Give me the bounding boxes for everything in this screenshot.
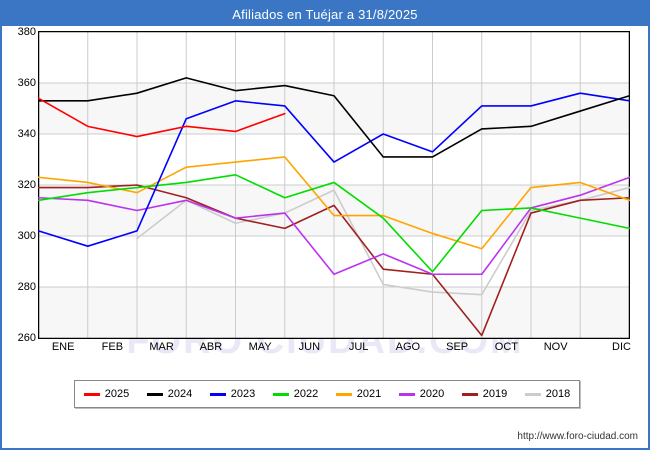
legend-swatch-icon [335,392,352,396]
legend-item[interactable]: 2021 [327,388,390,400]
y-axis: 260 280 300 320 340 360 380 [2,26,36,344]
y-axis-tick-label: 280 [17,281,36,293]
legend-swatch-icon [83,392,100,396]
y-axis-tick-label: 360 [17,77,36,89]
legend-item-label: 2025 [104,388,130,400]
legend-item-label: 2019 [482,388,508,400]
y-axis-tick-label: 340 [17,128,36,140]
line-chart-svg [38,31,630,339]
series-line-2021 [38,156,630,250]
x-axis-tick-label: ABR [199,341,223,353]
window-title-bar: Afiliados en Tuéjar a 31/8/2025 [2,2,648,26]
legend-item[interactable]: 2024 [138,388,201,400]
chart-legend: 2025 2024 2023 2022 2021 2020 2019 2018 [74,380,580,408]
series-line-2019 [38,184,630,337]
x-axis-tick-label: MAY [248,341,272,353]
legend-item-label: 2023 [230,388,256,400]
y-axis-tick-label: 300 [17,230,36,242]
legend-item[interactable]: 2023 [201,388,264,400]
x-axis-tick-label: ENE [51,341,75,353]
x-axis-tick-label: JUN [298,341,321,353]
series-line-2018 [136,186,630,296]
series-line-2025 [38,97,286,138]
legend-item-label: 2018 [545,388,571,400]
page-title: Afiliados en Tuéjar a 31/8/2025 [232,6,418,22]
legend-item-label: 2024 [167,388,193,400]
x-axis-tick-label: SEP [446,341,469,353]
series-line-2023 [38,92,630,247]
series-line-2022 [38,174,630,273]
y-axis-tick-label: 260 [17,332,36,344]
x-axis-tick-label: NOV [543,341,568,353]
x-axis-tick-label: DIC [612,341,631,353]
legend-item-label: 2022 [293,388,319,400]
legend-item[interactable]: 2019 [453,388,516,400]
x-axis-tick-label: OCT [494,341,518,353]
x-axis-tick-label: JUL [348,341,369,353]
legend-swatch-icon [524,392,541,396]
legend-item-label: 2021 [356,388,382,400]
legend-item[interactable]: 2025 [75,388,138,400]
y-axis-tick-label: 380 [17,26,36,38]
y-axis-tick-label: 320 [17,179,36,191]
legend-item[interactable]: 2022 [264,388,327,400]
x-axis-tick-label: AGO [395,341,421,353]
source-url: http://www.foro-ciudad.com [517,431,638,442]
plot-frame [38,31,630,339]
legend-swatch-icon [398,392,415,396]
legend-item[interactable]: 2020 [390,388,453,400]
legend-item-label: 2020 [419,388,445,400]
legend-swatch-icon [209,392,226,396]
legend-swatch-icon [146,392,163,396]
legend-swatch-icon [272,392,289,396]
x-axis: ENE FEB MAR ABR MAY JUN JUL AGO SEP OCT NOV DIC [38,341,631,359]
series-line-2024 [38,77,630,158]
plot-area [38,31,630,339]
x-axis-tick-label: FEB [101,341,124,353]
legend-item[interactable]: 2018 [516,388,579,400]
x-axis-tick-label: MAR [149,341,174,353]
legend-swatch-icon [461,392,478,396]
